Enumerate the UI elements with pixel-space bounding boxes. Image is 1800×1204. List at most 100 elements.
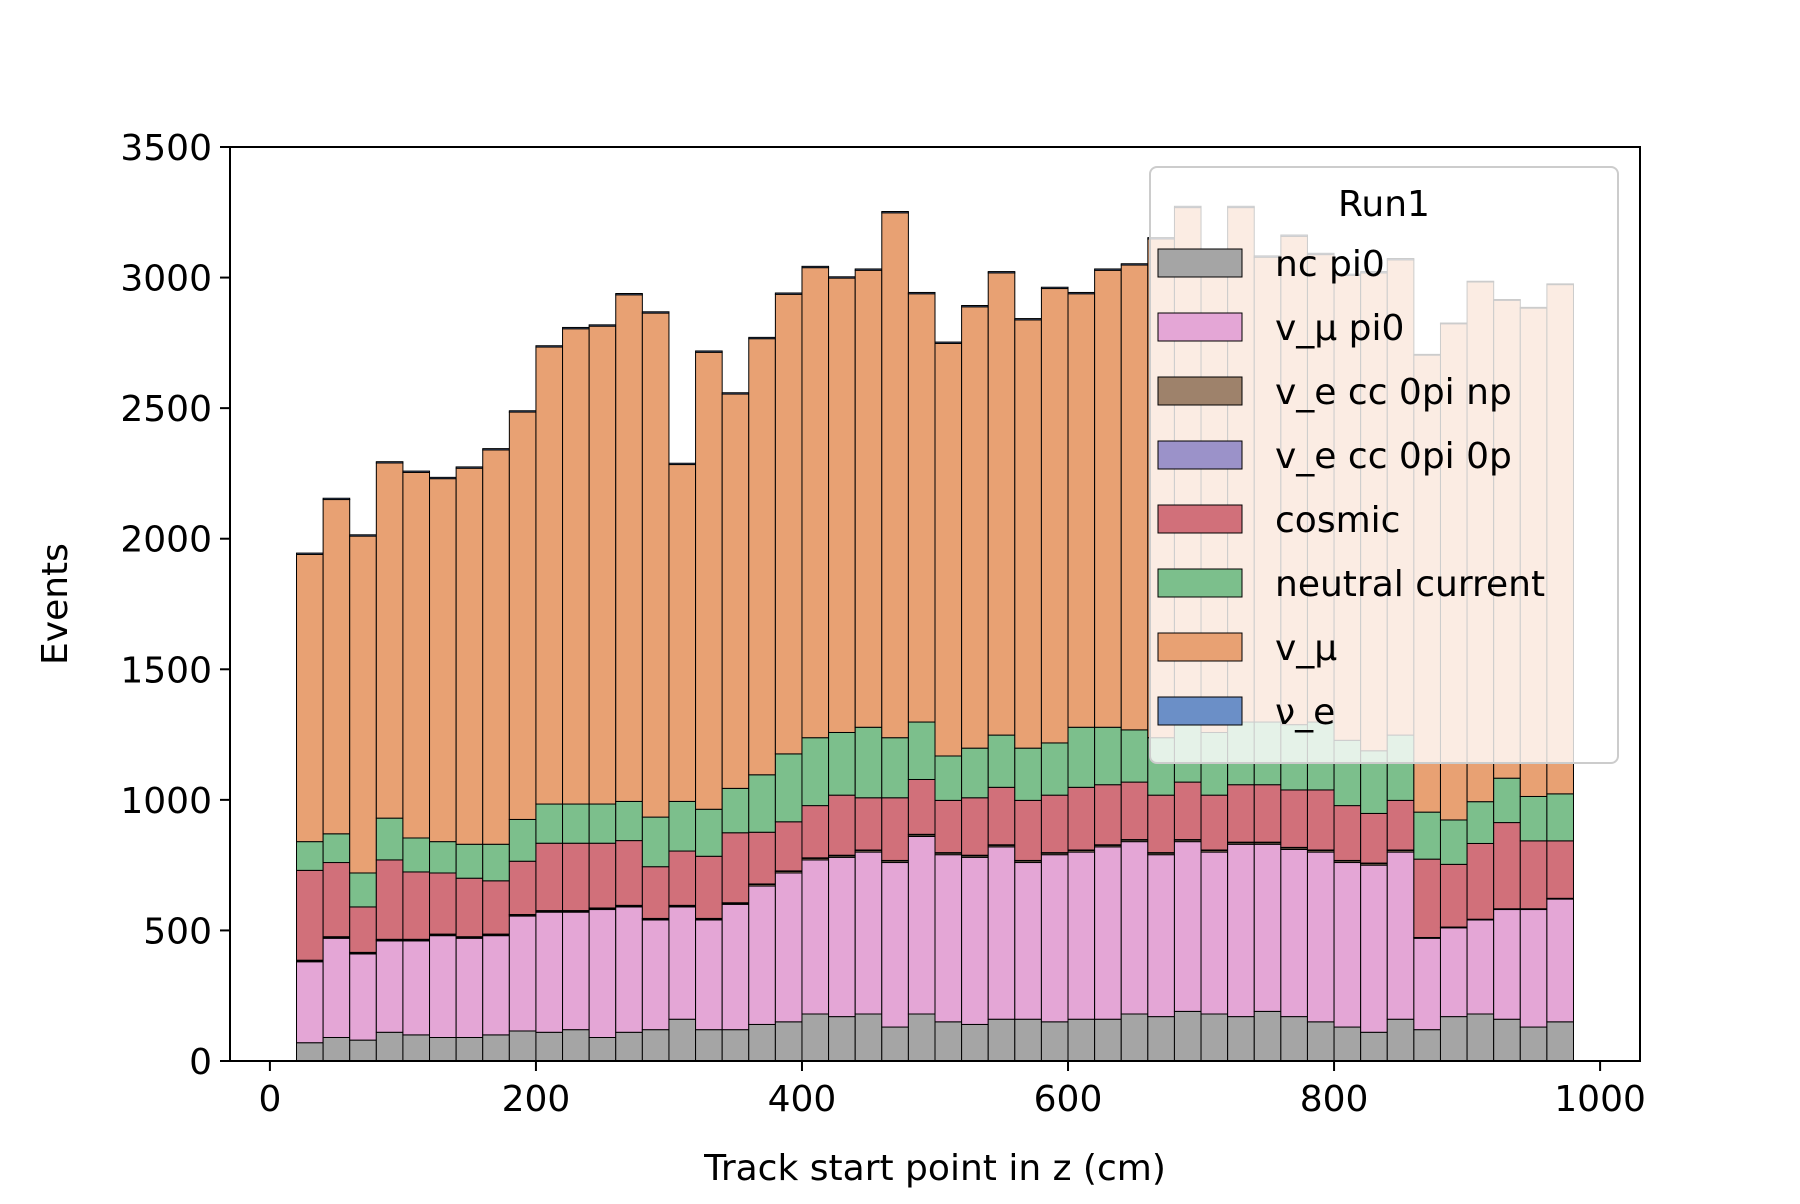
bar-cosmic-bin-44: [1467, 843, 1494, 919]
bar-v-u-pi0-bin-25: [962, 857, 989, 1024]
bar-u-e-bin-17: [749, 337, 776, 338]
bar-nc-pi0-bin-12: [616, 1032, 643, 1061]
bar-cosmic-bin-30: [1095, 785, 1122, 845]
bar-nc-pi0-bin-42: [1414, 1030, 1441, 1061]
bar-cosmic-bin-15: [696, 856, 723, 918]
legend-swatch-cosmic: [1158, 505, 1242, 533]
bar-nc-pi0-bin-21: [855, 1014, 882, 1061]
bar-cosmic-bin-21: [855, 798, 882, 850]
bar-cosmic-bin-22: [882, 798, 909, 861]
bar-v-u-bin-9: [536, 347, 563, 804]
bar-cosmic-bin-0: [297, 870, 324, 960]
y-tick-label: 1500: [120, 650, 212, 691]
bar-v-u-bin-19: [802, 268, 829, 738]
bar-u-e-bin-9: [536, 346, 563, 347]
bar-cosmic-bin-1: [323, 863, 350, 937]
bar-nc-pi0-bin-20: [829, 1017, 856, 1061]
bar-v-u-bin-5: [430, 479, 457, 842]
legend-swatch-v-e-cc-0pi-0p: [1158, 441, 1242, 469]
bar-cosmic-bin-10: [563, 843, 590, 910]
bar-neutral-current-bin-28: [1041, 743, 1068, 795]
legend-swatch-v-u-pi0: [1158, 313, 1242, 341]
bar-u-e-bin-30: [1095, 269, 1122, 270]
bar-neutral-current-bin-14: [669, 801, 696, 851]
bar-v-u-bin-15: [696, 352, 723, 809]
bar-neutral-current-bin-31: [1121, 730, 1148, 782]
x-tick-label: 200: [502, 1079, 571, 1120]
bar-nc-pi0-bin-26: [988, 1019, 1015, 1061]
bar-neutral-current-bin-7: [483, 844, 510, 881]
bar-neutral-current-bin-29: [1068, 727, 1095, 787]
bar-u-e-bin-5: [430, 477, 457, 478]
bar-cosmic-bin-23: [908, 779, 935, 834]
y-axis-label: Events: [35, 543, 76, 665]
legend-swatch-u-e: [1158, 697, 1242, 725]
bar-v-u-bin-7: [483, 450, 510, 844]
bar-nc-pi0-bin-9: [536, 1032, 563, 1061]
bar-v-u-pi0-bin-30: [1095, 847, 1122, 1019]
legend-swatch-v-u: [1158, 633, 1242, 661]
bar-v-u-bin-0: [297, 554, 324, 841]
bar-v-u-pi0-bin-15: [696, 920, 723, 1030]
y-tick-label: 1000: [120, 781, 212, 822]
bar-v-u-pi0-bin-45: [1494, 910, 1521, 1020]
bar-cosmic-bin-36: [1254, 785, 1281, 842]
bar-v-u-pi0-bin-37: [1281, 849, 1308, 1016]
bar-u-e-bin-4: [403, 471, 430, 472]
bar-nc-pi0-bin-4: [403, 1035, 430, 1061]
bar-v-u-pi0-bin-32: [1148, 855, 1175, 1017]
bar-nc-pi0-bin-24: [935, 1022, 962, 1061]
bar-v-u-pi0-bin-24: [935, 855, 962, 1022]
bar-neutral-current-bin-44: [1467, 802, 1494, 844]
bar-cosmic-bin-35: [1228, 785, 1255, 842]
bar-v-u-pi0-bin-39: [1334, 863, 1361, 1028]
bar-v-u-pi0-bin-16: [722, 904, 749, 1029]
bar-nc-pi0-bin-6: [456, 1038, 483, 1062]
bar-v-u-bin-23: [908, 294, 935, 722]
bar-nc-pi0-bin-1: [323, 1038, 350, 1062]
y-tick-label: 0: [189, 1042, 212, 1083]
bar-v-u-pi0-bin-29: [1068, 852, 1095, 1019]
bar-cosmic-bin-13: [642, 867, 669, 919]
bar-cosmic-bin-5: [430, 873, 457, 934]
bar-neutral-current-bin-45: [1494, 778, 1521, 822]
bar-nc-pi0-bin-31: [1121, 1014, 1148, 1061]
bar-nc-pi0-bin-14: [669, 1019, 696, 1061]
legend-label-v-e-cc-0pi-np: v_e cc 0pi np: [1275, 372, 1512, 413]
bar-cosmic-bin-31: [1121, 782, 1148, 839]
bar-neutral-current-bin-2: [350, 873, 377, 907]
bar-cosmic-bin-8: [509, 861, 536, 914]
bar-cosmic-bin-7: [483, 881, 510, 934]
bar-u-e-bin-2: [350, 535, 377, 536]
bar-v-u-pi0-bin-43: [1440, 928, 1467, 1017]
bar-nc-pi0-bin-45: [1494, 1019, 1521, 1061]
bar-nc-pi0-bin-10: [563, 1030, 590, 1061]
bar-v-u-pi0-bin-34: [1201, 852, 1228, 1014]
bar-v-u-bin-18: [775, 294, 802, 754]
bar-v-u-pi0-bin-3: [376, 941, 403, 1032]
bar-cosmic-bin-4: [403, 872, 430, 939]
bar-nc-pi0-bin-15: [696, 1030, 723, 1061]
x-tick-label: 1000: [1554, 1079, 1646, 1120]
bar-nc-pi0-bin-47: [1547, 1022, 1574, 1061]
bar-neutral-current-bin-22: [882, 738, 909, 798]
bar-neutral-current-bin-11: [589, 804, 616, 843]
bar-v-u-bin-11: [589, 326, 616, 804]
bar-nc-pi0-bin-0: [297, 1043, 324, 1061]
bar-v-u-pi0-bin-21: [855, 852, 882, 1014]
bar-v-u-bin-26: [988, 273, 1015, 735]
y-tick-label: 500: [143, 911, 212, 952]
legend-label-v-u-pi0: v_μ pi0: [1275, 308, 1404, 349]
bar-v-u-pi0-bin-26: [988, 847, 1015, 1019]
bar-v-u-bin-14: [669, 465, 696, 802]
bar-nc-pi0-bin-43: [1440, 1017, 1467, 1061]
bar-nc-pi0-bin-36: [1254, 1011, 1281, 1061]
bar-neutral-current-bin-13: [642, 817, 669, 867]
bar-v-u-bin-13: [642, 313, 669, 817]
bar-neutral-current-bin-18: [775, 754, 802, 822]
bar-v-u-bin-24: [935, 343, 962, 756]
bar-cosmic-bin-33: [1174, 782, 1201, 839]
bar-cosmic-bin-6: [456, 878, 483, 937]
